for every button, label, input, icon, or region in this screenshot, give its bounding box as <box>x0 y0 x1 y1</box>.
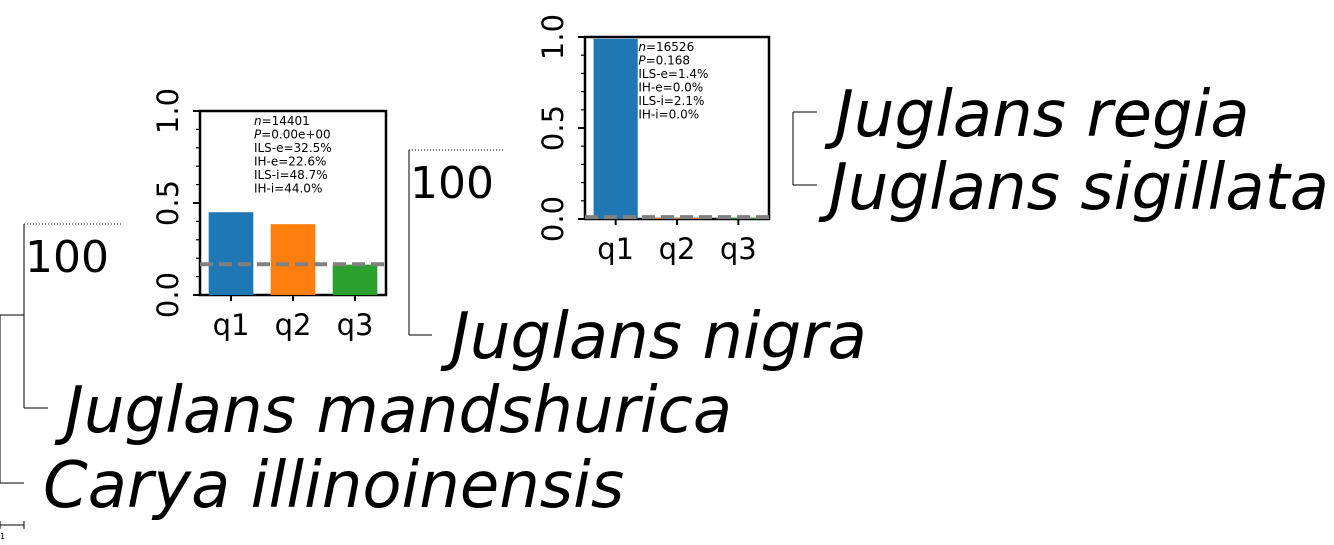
bar-q1 <box>208 212 254 295</box>
taxon-label-nigra: Juglans nigra <box>440 300 867 374</box>
x-tick-label-q3: q3 <box>337 308 374 342</box>
taxon-label-regia: Juglans regia <box>824 78 1250 152</box>
support-value-regia-node: 100 <box>410 158 494 209</box>
stat-line: n=16526 <box>638 40 694 54</box>
x-tick-label-q2: q2 <box>275 308 312 342</box>
taxon-label-sigillata: Juglans sigillata <box>818 151 1329 225</box>
stat-line: ILS-e=1.4% <box>638 67 708 81</box>
stat-line: IH-i=44.0% <box>254 182 322 196</box>
stat-line: IH-i=0.0% <box>638 108 699 122</box>
support-value-ingroup: 100 <box>25 232 109 283</box>
y-tick-label: 0.5 <box>536 105 570 151</box>
scale-bar-label: 1 <box>0 532 5 541</box>
x-tick-label-q2: q2 <box>659 232 696 266</box>
x-tick-label-q3: q3 <box>720 232 757 266</box>
scale-bar <box>0 521 25 529</box>
stat-line: IH-e=22.6% <box>254 155 326 169</box>
taxon-label-mandshurica: Juglans mandshurica <box>54 374 732 448</box>
taxon-label-carya: Carya illinoinensis <box>43 449 624 523</box>
bar-q1 <box>593 38 638 219</box>
stat-line: ILS-i=48.7% <box>254 168 328 182</box>
y-tick-label: 0.0 <box>536 196 570 242</box>
stat-line: ILS-e=32.5% <box>254 141 332 155</box>
stat-line: ILS-i=2.1% <box>638 94 704 108</box>
stat-line: IH-e=0.0% <box>638 81 703 95</box>
bar-q2 <box>270 224 316 295</box>
stat-line: n=14401 <box>254 114 310 128</box>
bar-q3 <box>332 264 378 295</box>
y-tick-label: 0.0 <box>151 272 185 318</box>
x-tick-label-q1: q1 <box>213 308 250 342</box>
y-tick-label: 1.0 <box>151 88 185 134</box>
stat-line: P=0.168 <box>638 54 690 68</box>
quartet-chart-regia-node: q1 q2 q30.00.51.0 n=16526P=0.168ILS-e=1.4%I… <box>536 14 771 266</box>
y-tick-label: 1.0 <box>536 14 570 60</box>
x-tick-label-q1: q1 <box>597 232 634 266</box>
bar-q2 <box>654 218 700 219</box>
quartet-chart-ingroup: q1 q2 q3 0.0 0.5 1.0 n=14401P=0.00e+00ILS-e=32… <box>151 88 388 342</box>
y-tick-label: 0.5 <box>151 180 185 226</box>
tree-branches <box>0 111 817 484</box>
stat-line: P=0.00e+00 <box>254 128 331 142</box>
